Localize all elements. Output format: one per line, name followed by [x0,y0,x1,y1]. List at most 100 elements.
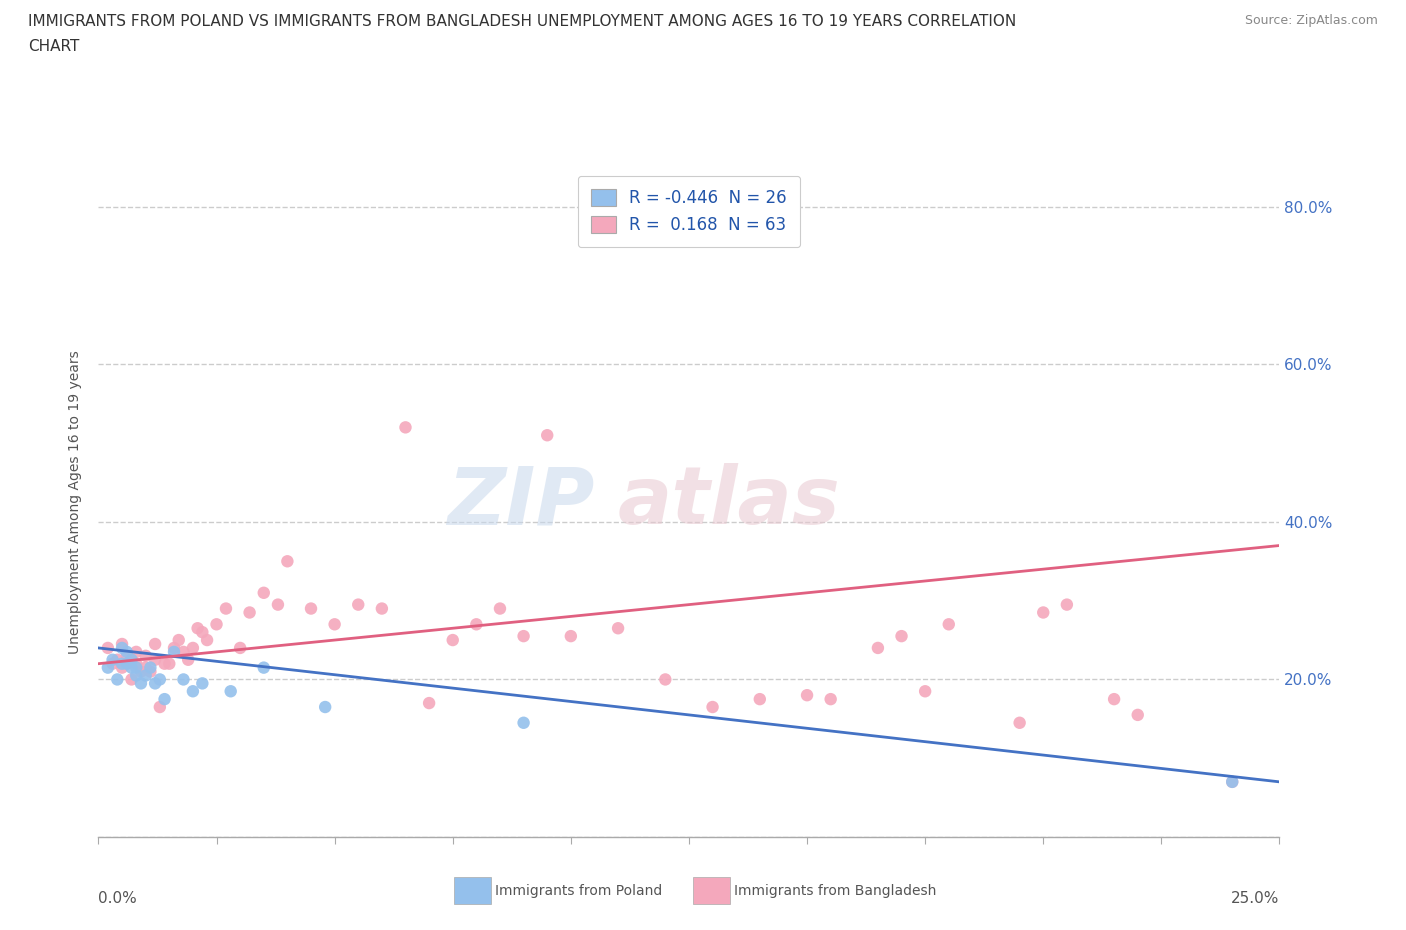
Point [914,684,936,698]
Point [347,597,370,612]
Point [149,672,172,687]
Point [796,688,818,703]
Point [135,648,157,663]
Point [607,621,630,636]
Point [135,668,157,683]
Point [267,597,290,612]
Point [177,652,200,667]
Point [371,601,394,616]
Point [115,648,138,663]
Point [143,652,166,667]
Point [172,644,194,659]
Point [314,699,336,714]
Point [111,660,134,675]
Point [129,676,152,691]
Point [536,428,558,443]
Text: Immigrants from Poland: Immigrants from Poland [495,884,662,898]
Point [121,660,143,675]
Point [441,632,464,647]
Point [181,684,204,698]
Point [890,629,912,644]
Text: 0.0%: 0.0% [98,891,138,906]
Point [153,657,176,671]
Point [239,605,262,620]
Point [820,692,842,707]
Point [115,657,138,671]
Point [1220,775,1243,790]
Text: IMMIGRANTS FROM POLAND VS IMMIGRANTS FROM BANGLADESH UNEMPLOYMENT AMONG AGES 16 : IMMIGRANTS FROM POLAND VS IMMIGRANTS FRO… [28,14,1017,29]
Point [1056,597,1078,612]
Point [129,664,152,679]
Point [560,629,582,644]
Point [195,632,218,647]
Point [654,672,676,687]
Point [323,617,346,631]
Point [139,660,162,675]
Point [181,641,204,656]
Point [101,652,124,667]
Y-axis label: Unemployment Among Ages 16 to 19 years: Unemployment Among Ages 16 to 19 years [69,351,83,654]
Point [143,676,166,691]
Point [1220,775,1243,790]
Point [143,636,166,651]
Point [229,641,252,656]
Point [97,660,120,675]
Point [125,657,148,671]
Point [1008,715,1031,730]
Point [149,699,172,714]
Point [97,641,120,656]
Point [394,420,416,435]
Point [111,641,134,656]
Point [187,621,209,636]
Point [489,601,512,616]
Point [191,676,214,691]
Point [167,632,190,647]
Point [748,692,770,707]
Point [866,641,889,656]
Text: atlas: atlas [619,463,841,541]
Text: Source: ZipAtlas.com: Source: ZipAtlas.com [1244,14,1378,27]
Point [512,629,534,644]
Point [125,644,148,659]
Legend: R = -0.446  N = 26, R =  0.168  N = 63: R = -0.446 N = 26, R = 0.168 N = 63 [578,176,800,247]
Point [465,617,488,631]
Point [163,641,186,656]
Point [1126,708,1149,723]
Point [125,660,148,675]
Point [163,644,186,659]
Point [1032,605,1054,620]
Point [121,672,143,687]
Point [276,554,298,569]
Point [512,715,534,730]
Point [135,660,157,675]
Point [121,652,143,667]
Point [172,672,194,687]
Point [938,617,960,631]
Text: ZIP: ZIP [447,463,595,541]
Point [121,652,143,667]
Point [125,668,148,683]
Point [418,696,440,711]
Point [215,601,238,616]
Point [111,657,134,671]
Text: CHART: CHART [28,39,80,54]
Point [219,684,242,698]
Point [253,585,276,600]
Point [702,699,724,714]
Point [111,636,134,651]
Point [299,601,322,616]
Point [253,660,276,675]
Point [115,657,138,671]
Point [139,664,162,679]
Text: 25.0%: 25.0% [1232,891,1279,906]
Point [1102,692,1125,707]
Point [153,692,176,707]
Text: Immigrants from Bangladesh: Immigrants from Bangladesh [734,884,936,898]
Point [101,657,124,671]
Point [157,657,180,671]
Point [115,644,138,659]
Point [205,617,228,631]
Point [105,672,128,687]
Point [105,652,128,667]
Point [191,625,214,640]
